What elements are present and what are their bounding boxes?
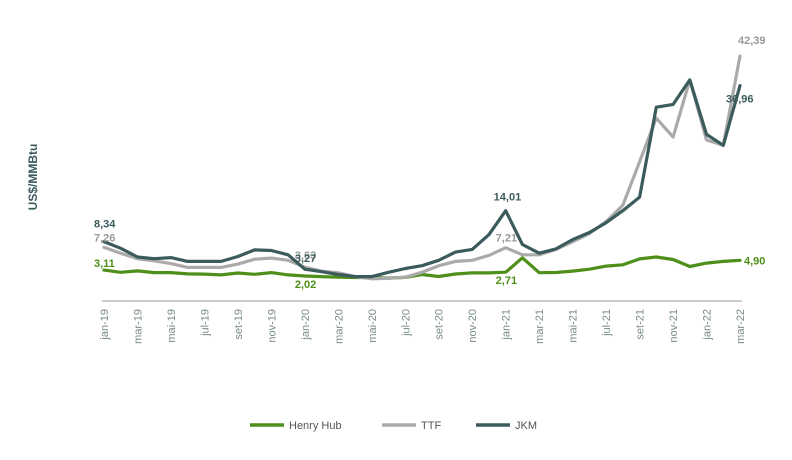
x-tick-label: nov-19 bbox=[266, 309, 278, 343]
x-tick-label: jul-20 bbox=[400, 309, 412, 337]
series-line-henry-hub bbox=[102, 255, 742, 280]
data-label-ttf: 3,63 bbox=[295, 250, 316, 262]
x-tick-label: jan-20 bbox=[300, 309, 312, 341]
data-label-henry-hub: 2,02 bbox=[295, 279, 316, 291]
x-tick-label: mar-20 bbox=[333, 309, 345, 344]
data-label-henry-hub: 4,90 bbox=[744, 255, 765, 267]
data-label-henry-hub: 3,11 bbox=[94, 258, 115, 270]
x-tick-label: mar-21 bbox=[534, 309, 546, 344]
x-axis-ticks: jan-19 mar-19 mai-19 jul-19 set-19 nov-19 jan-… bbox=[99, 309, 747, 344]
x-tick-label: mar-22 bbox=[735, 309, 747, 344]
series-line-ttf bbox=[102, 54, 742, 281]
legend-label: JKM bbox=[515, 420, 537, 432]
x-tick-label: jul-21 bbox=[601, 309, 613, 337]
data-label-ttf: 7,21 bbox=[496, 233, 517, 245]
x-tick-label: mai-21 bbox=[568, 309, 580, 343]
x-tick-label: mai-19 bbox=[166, 309, 178, 343]
data-label-jkm: 8,34 bbox=[94, 219, 116, 231]
x-tick-label: set-21 bbox=[635, 309, 647, 340]
data-label-ttf: 7,26 bbox=[94, 232, 115, 244]
x-tick-label: jan-19 bbox=[99, 309, 111, 341]
x-tick-label: jan-21 bbox=[501, 309, 513, 341]
x-tick-label: nov-20 bbox=[467, 309, 479, 343]
y-axis-label: US$/MMBtu bbox=[26, 144, 40, 211]
legend-label: TTF bbox=[421, 420, 441, 432]
legend: Henry Hub TTF JKM bbox=[250, 420, 537, 432]
x-tick-label: jan-22 bbox=[702, 309, 714, 341]
x-tick-label: set-20 bbox=[434, 309, 446, 340]
x-tick-label: mai-20 bbox=[367, 309, 379, 343]
legend-label: Henry Hub bbox=[289, 420, 342, 432]
series-line-jkm bbox=[102, 78, 742, 279]
data-label-jkm: 36,96 bbox=[726, 94, 754, 106]
series-lines bbox=[102, 54, 742, 281]
x-tick-label: set-19 bbox=[233, 309, 245, 340]
data-label-henry-hub: 2,71 bbox=[496, 275, 517, 287]
data-label-jkm: 14,01 bbox=[494, 192, 522, 204]
x-tick-label: nov-21 bbox=[668, 309, 680, 343]
data-labels: 3,11 2,02 2,71 4,90 7,26 3,63 7,21 42,39 8,34 3,2… bbox=[94, 35, 766, 291]
data-label-ttf: 42,39 bbox=[738, 35, 766, 47]
data-label-jkm: 3,27 bbox=[295, 253, 316, 265]
x-tick-label: jul-19 bbox=[199, 309, 211, 337]
x-tick-label: mar-19 bbox=[132, 309, 144, 344]
